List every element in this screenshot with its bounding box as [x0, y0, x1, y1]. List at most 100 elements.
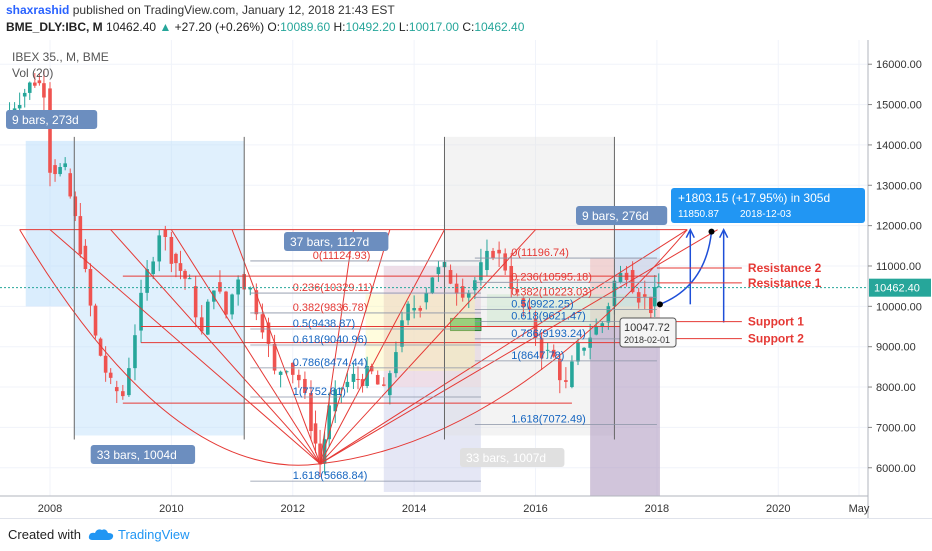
candle-body: [33, 82, 37, 86]
open-label: O:: [267, 20, 281, 34]
candle-body: [157, 235, 162, 262]
fib-level-label: 0(11124.93): [313, 250, 371, 262]
x-tick-label: May: [849, 503, 870, 515]
candle-body: [533, 318, 538, 338]
candle-body: [139, 292, 143, 331]
tradingview-link[interactable]: TradingView: [118, 527, 190, 542]
candle-body: [400, 320, 404, 347]
arc-line: [19, 229, 688, 466]
candle-body: [345, 381, 350, 388]
candle-body: [17, 104, 22, 109]
x-tick-label: 2020: [766, 503, 790, 515]
fan-line: [110, 229, 321, 465]
candle-body: [73, 196, 78, 217]
candle-body: [509, 265, 514, 289]
y-tick-label: 12000.00: [876, 221, 922, 233]
footer: Created with TradingView: [0, 518, 932, 551]
candle-body: [466, 293, 471, 298]
candle-body: [103, 355, 108, 373]
candle-body: [266, 322, 271, 344]
candle-body: [327, 405, 331, 440]
fan-line: [319, 229, 354, 464]
level-label: Support 2: [748, 332, 804, 346]
candle-body: [318, 443, 322, 465]
candle-body: [218, 282, 222, 292]
candle-body: [394, 352, 398, 374]
candle-body: [12, 108, 17, 111]
x-tick-label: 2010: [159, 503, 183, 515]
bars-badge: 33 bars, 1007d: [466, 451, 546, 465]
fib-level-label: 0.236(10595.18): [511, 271, 592, 283]
candle-body: [333, 389, 338, 412]
price-chart[interactable]: 0(11124.93)0.236(10329.11)0.382(9836.78)…: [0, 40, 932, 518]
series-legend: IBEX 35., M, BME: [12, 50, 109, 64]
candle-body: [412, 308, 416, 311]
candle-body: [576, 342, 580, 362]
candle-body: [48, 88, 52, 173]
candle-body: [436, 267, 441, 275]
candle-body: [424, 293, 429, 303]
created-with-label: Created with: [8, 527, 81, 542]
fib-level-label: 0.5(9438.87): [293, 318, 355, 330]
author-name[interactable]: shaxrashid: [6, 3, 70, 17]
candle-body: [78, 216, 83, 255]
tradingview-cloud-icon: [88, 529, 114, 540]
time-axis: 2008 2010 2012 2014 2016 2018 2020 May: [38, 503, 870, 515]
arrow-head-icon: [718, 227, 729, 238]
anchor-point: [656, 301, 663, 308]
candle-body: [248, 287, 253, 290]
candle-body: [127, 368, 131, 396]
point-value: 10047.72: [624, 322, 670, 334]
fan-line: [319, 229, 445, 464]
symbol-label[interactable]: BME_DLY:IBC, M: [6, 20, 103, 34]
candle-body: [224, 291, 228, 315]
candle-body: [193, 286, 198, 318]
drawings: [19, 136, 729, 466]
anchor-point: [708, 228, 715, 235]
bars-badge: 9 bars, 273d: [12, 113, 79, 127]
candle-body: [27, 82, 32, 93]
candle-body: [656, 286, 661, 288]
fib-level-label: 0.786(8474.44): [293, 357, 368, 369]
fib-level-label: 0(11196.74): [511, 247, 569, 259]
candle-body: [430, 277, 435, 294]
candle-body: [93, 305, 98, 336]
candle-body: [454, 283, 459, 294]
candle-body: [448, 270, 453, 284]
candle-body: [388, 373, 392, 396]
candle-body: [460, 286, 465, 298]
candle-body: [545, 349, 550, 351]
fib-labels: 0(11124.93)0.236(10329.11)0.382(9836.78)…: [250, 247, 657, 482]
candle-body: [339, 388, 344, 390]
high-label: H:: [333, 20, 346, 34]
candle-body: [485, 250, 489, 271]
y-tick-label: 6000.00: [876, 463, 916, 475]
candle-body: [205, 301, 210, 335]
candle-body: [313, 423, 318, 444]
ohlc-bar: BME_DLY:IBC, M 10462.40 ▲ +27.20 (+0.26%…: [6, 20, 524, 34]
candle-body: [42, 83, 46, 98]
candle-body: [284, 371, 289, 373]
candle-body: [68, 173, 73, 197]
fib-level-label: 1.618(5668.84): [293, 470, 368, 482]
x-tick-label: 2016: [523, 503, 547, 515]
projection-curve: [659, 231, 713, 306]
low-label: L:: [398, 20, 409, 34]
close-value: 10462.40: [474, 20, 525, 34]
candle-body: [199, 317, 204, 332]
up-arrow-icon: ▲: [159, 20, 172, 34]
candle-body: [169, 236, 174, 264]
fan-line: [319, 229, 718, 465]
fan-line: [231, 229, 321, 464]
candle-body: [174, 253, 178, 264]
bars-badge-bg: [284, 232, 389, 251]
candle-body: [88, 268, 93, 306]
candle-body: [564, 380, 568, 382]
candle-body: [351, 373, 356, 382]
y-tick-label: 8000.00: [876, 382, 916, 394]
candle-body: [652, 287, 657, 307]
candle-body: [360, 379, 365, 387]
candle-body: [600, 323, 605, 327]
level-label: Resistance 1: [748, 276, 822, 290]
fan-line: [319, 229, 536, 465]
